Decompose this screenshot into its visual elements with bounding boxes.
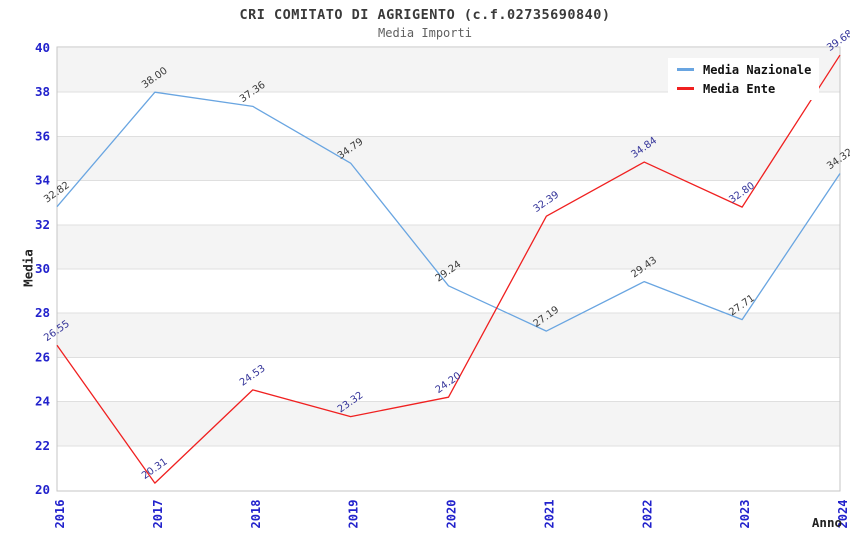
x-tick-label: 2021 <box>542 500 556 529</box>
y-tick-label: 24 <box>35 394 50 409</box>
grid-band <box>57 313 840 358</box>
x-axis-title: Anno <box>812 515 842 530</box>
point-label: 32.80 <box>727 180 757 205</box>
x-tick-label: 2023 <box>738 500 752 529</box>
x-tick-label: 2019 <box>347 500 361 529</box>
x-tick-label: 2020 <box>445 500 459 529</box>
legend: Media Nazionale Media Ente <box>668 58 820 100</box>
x-tick-label: 2024 <box>836 500 850 529</box>
legend-item-media-ente: Media Ente <box>677 79 811 98</box>
grid-band <box>57 136 840 181</box>
x-tick-label: 2022 <box>640 500 654 529</box>
y-tick-label: 40 <box>35 40 50 55</box>
y-tick-label: 26 <box>35 349 50 364</box>
chart-title: CRI COMITATO DI AGRIGENTO (c.f.027356908… <box>239 7 611 23</box>
series-line-media-ente <box>56 54 841 484</box>
point-label: 24.53 <box>238 363 268 388</box>
legend-item-media-nazionale: Media Nazionale <box>677 60 811 79</box>
y-tick-label: 34 <box>35 173 50 188</box>
grid-band <box>57 401 840 446</box>
y-tick-label: 32 <box>35 217 50 232</box>
x-tick-label: 2016 <box>53 500 67 529</box>
legend-label: Media Nazionale <box>703 62 812 77</box>
y-tick-label: 38 <box>35 84 50 99</box>
grid-band <box>57 224 840 269</box>
x-tick-label: 2018 <box>249 500 263 529</box>
plot-border <box>56 46 841 492</box>
y-tick-label: 20 <box>35 482 50 497</box>
y-tick-label: 28 <box>35 305 50 320</box>
x-tick-label: 2017 <box>151 500 165 529</box>
legend-label: Media Ente <box>703 81 776 96</box>
legend-swatch-line <box>677 87 694 90</box>
y-tick-label: 30 <box>35 261 50 276</box>
legend-swatch-line <box>677 68 694 71</box>
series-line-media-nazionale <box>56 91 841 332</box>
y-tick-label: 22 <box>35 438 50 453</box>
point-label: 24.20 <box>434 370 464 395</box>
y-tick-label: 36 <box>35 128 50 143</box>
y-axis-title: Media <box>21 249 36 287</box>
point-label: 20.31 <box>140 456 170 481</box>
chart-subtitle: Media Importi <box>378 26 472 40</box>
